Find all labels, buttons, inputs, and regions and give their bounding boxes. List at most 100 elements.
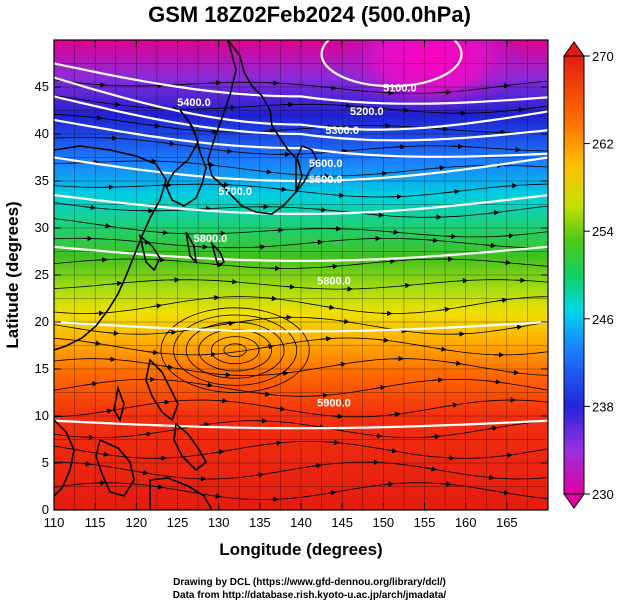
- wind-arrow: [253, 472, 265, 478]
- wind-arrow: [159, 399, 171, 405]
- wind-arrow: [220, 372, 232, 378]
- streamline: [54, 113, 548, 133]
- wind-arrow: [496, 297, 508, 303]
- x-tick-label: 115: [85, 515, 106, 530]
- contour-label: 5900.0: [317, 398, 351, 410]
- wind-arrow: [513, 107, 525, 113]
- x-tick-label: 140: [290, 515, 312, 530]
- contour-label: 5600.0: [309, 174, 343, 186]
- wind-arrow: [399, 282, 411, 289]
- wind-arrow: [200, 206, 212, 212]
- wind-arrow: [384, 258, 396, 264]
- wind-arrow: [498, 83, 510, 89]
- wind-arrow: [383, 481, 395, 487]
- wind-arrow: [486, 425, 498, 432]
- height-contour: [54, 419, 548, 430]
- streamline: [54, 337, 548, 356]
- streamline: [54, 378, 548, 397]
- wind-arrow: [261, 169, 273, 175]
- colorbar: 230 238 246 254 262 270: [563, 41, 614, 509]
- wind-arrow: [147, 349, 159, 355]
- streamline: [54, 399, 548, 418]
- wind-streamlines: [54, 79, 548, 503]
- wind-arrow: [435, 346, 447, 352]
- wind-arrow: [90, 340, 101, 346]
- chart-title: GSM 18Z02Feb2024 (500.0hPa): [148, 2, 471, 27]
- y-tick-label: 20: [35, 314, 49, 329]
- streamline: [210, 336, 260, 365]
- streamline: [173, 314, 298, 386]
- height-contour: [54, 62, 548, 105]
- wind-arrow: [501, 452, 513, 458]
- wind-arrow: [335, 361, 347, 368]
- wind-arrow: [485, 242, 497, 249]
- wind-arrow: [444, 455, 456, 461]
- streamline: [54, 218, 548, 238]
- streamline: [223, 343, 247, 358]
- wind-arrow: [226, 279, 238, 285]
- streamline: [54, 137, 548, 155]
- colorbar-tick-label: 230: [592, 487, 614, 502]
- wind-arrow: [378, 337, 390, 343]
- streamline: [54, 296, 548, 314]
- wind-arrow: [284, 284, 296, 290]
- wind-arrow: [320, 336, 332, 342]
- wind-arrow: [205, 351, 217, 358]
- streamline: [185, 321, 285, 379]
- y-tick-label: 5: [42, 455, 49, 470]
- wind-arrow: [488, 210, 500, 216]
- height-contour: [54, 76, 548, 131]
- wind-arrow: [386, 448, 398, 454]
- wind-arrow: [338, 318, 350, 325]
- wind-arrow: [108, 330, 120, 336]
- wind-arrow: [333, 192, 345, 199]
- streamline: [54, 440, 548, 459]
- wind-arrow: [254, 244, 266, 250]
- height-contour: [54, 320, 548, 333]
- wind-arrow: [317, 392, 329, 399]
- x-axis-ticks: 110 115 120 125 130 135 140 145 150 155 160 165: [44, 40, 518, 530]
- wind-arrow: [449, 188, 460, 195]
- wind-arrow: [213, 449, 225, 455]
- wind-arrow: [457, 278, 469, 284]
- wind-arrow: [164, 140, 176, 147]
- height-contour: [54, 95, 548, 142]
- wind-arrow: [223, 320, 235, 327]
- wind-arrow: [141, 431, 153, 437]
- contour-label: 5600.0: [309, 158, 343, 170]
- wind-arrow: [157, 229, 169, 236]
- streamline: [54, 258, 548, 269]
- y-tick-label: 15: [35, 361, 49, 376]
- contour-label: 5200.0: [350, 106, 384, 118]
- wind-arrow: [483, 474, 495, 481]
- y-tick-label: 0: [42, 502, 49, 517]
- wind-arrow: [225, 104, 237, 111]
- y-tick-label: 10: [35, 408, 49, 423]
- wind-arrow: [389, 411, 401, 418]
- wind-arrow: [498, 489, 510, 496]
- contour-label: 5100.0: [383, 83, 417, 95]
- wind-arrow: [162, 364, 174, 370]
- contour-label: 5700.0: [218, 186, 252, 198]
- height-contour: [54, 245, 548, 262]
- wind-arrow: [100, 223, 111, 229]
- streamline: [54, 358, 548, 377]
- x-tick-label: 165: [496, 515, 518, 530]
- wind-arrow: [490, 379, 502, 385]
- wind-arrow: [429, 433, 441, 440]
- colorbar-scale: [563, 55, 585, 495]
- credits: Drawing by DCL (https://www.gfd-dennou.o…: [0, 576, 619, 602]
- x-tick-label: 150: [372, 515, 394, 530]
- wind-arrow: [85, 204, 97, 211]
- wind-arrow: [398, 107, 409, 114]
- wind-arrow: [80, 461, 92, 467]
- wind-arrow: [439, 306, 451, 313]
- y-tick-label: 45: [35, 79, 49, 94]
- wind-arrow: [109, 101, 121, 108]
- wind-arrow: [221, 148, 233, 154]
- height-contours: [54, 40, 548, 430]
- wind-arrow: [327, 263, 339, 270]
- wind-arrow: [427, 237, 439, 243]
- wind-arrow: [510, 146, 521, 153]
